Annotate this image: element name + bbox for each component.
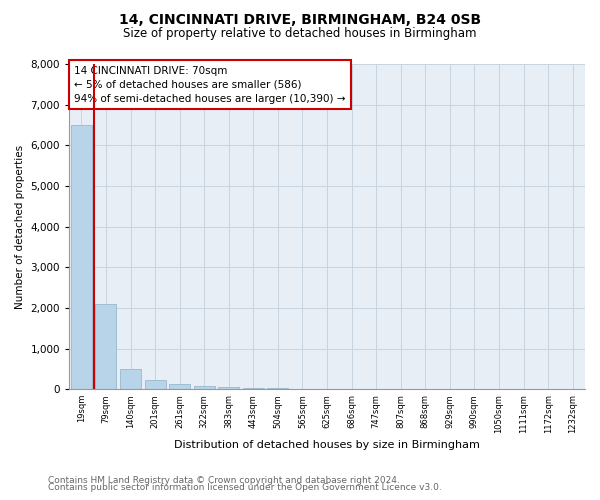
Bar — [292, 388, 313, 389]
Y-axis label: Number of detached properties: Number of detached properties — [15, 144, 25, 308]
Bar — [218, 387, 239, 389]
Bar — [145, 380, 166, 389]
Bar — [95, 304, 116, 389]
X-axis label: Distribution of detached houses by size in Birmingham: Distribution of detached houses by size … — [174, 440, 480, 450]
Bar — [71, 125, 92, 389]
Text: Contains public sector information licensed under the Open Government Licence v3: Contains public sector information licen… — [48, 484, 442, 492]
Text: 14 CINCINNATI DRIVE: 70sqm
← 5% of detached houses are smaller (586)
94% of semi: 14 CINCINNATI DRIVE: 70sqm ← 5% of detac… — [74, 66, 346, 104]
Bar — [268, 388, 289, 389]
Text: 14, CINCINNATI DRIVE, BIRMINGHAM, B24 0SB: 14, CINCINNATI DRIVE, BIRMINGHAM, B24 0S… — [119, 12, 481, 26]
Text: Contains HM Land Registry data © Crown copyright and database right 2024.: Contains HM Land Registry data © Crown c… — [48, 476, 400, 485]
Bar — [243, 388, 264, 389]
Text: Size of property relative to detached houses in Birmingham: Size of property relative to detached ho… — [123, 28, 477, 40]
Bar — [194, 386, 215, 389]
Bar — [120, 370, 141, 389]
Bar — [169, 384, 190, 389]
